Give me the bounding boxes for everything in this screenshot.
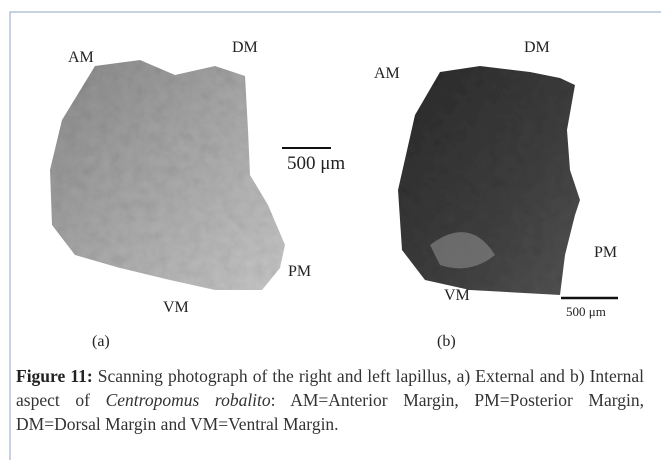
species-name: Centropomus robalito: [106, 390, 271, 410]
margin-label: VM: [163, 299, 189, 316]
figure-page: AM DM PM VM 500 μm (a) AM DM PM VM 500 μ…: [0, 0, 661, 461]
otolith-a: [50, 60, 285, 290]
margin-label: DM: [524, 39, 550, 56]
panel-label: (b): [437, 333, 456, 350]
margin-label: VM: [444, 287, 470, 304]
otolith-b: [398, 66, 580, 295]
caption-label: Figure 11:: [16, 366, 93, 386]
panel-label: (a): [92, 333, 110, 350]
margin-label: PM: [288, 263, 311, 280]
scale-bar-label: 500 μm: [566, 304, 606, 319]
scale-bar-label: 500 μm: [287, 153, 345, 174]
margin-label: AM: [68, 49, 94, 66]
margin-label: DM: [232, 39, 258, 56]
caption: Figure 11: Scanning photograph of the ri…: [16, 364, 644, 436]
margin-label: PM: [594, 244, 617, 261]
margin-label: AM: [374, 65, 400, 82]
